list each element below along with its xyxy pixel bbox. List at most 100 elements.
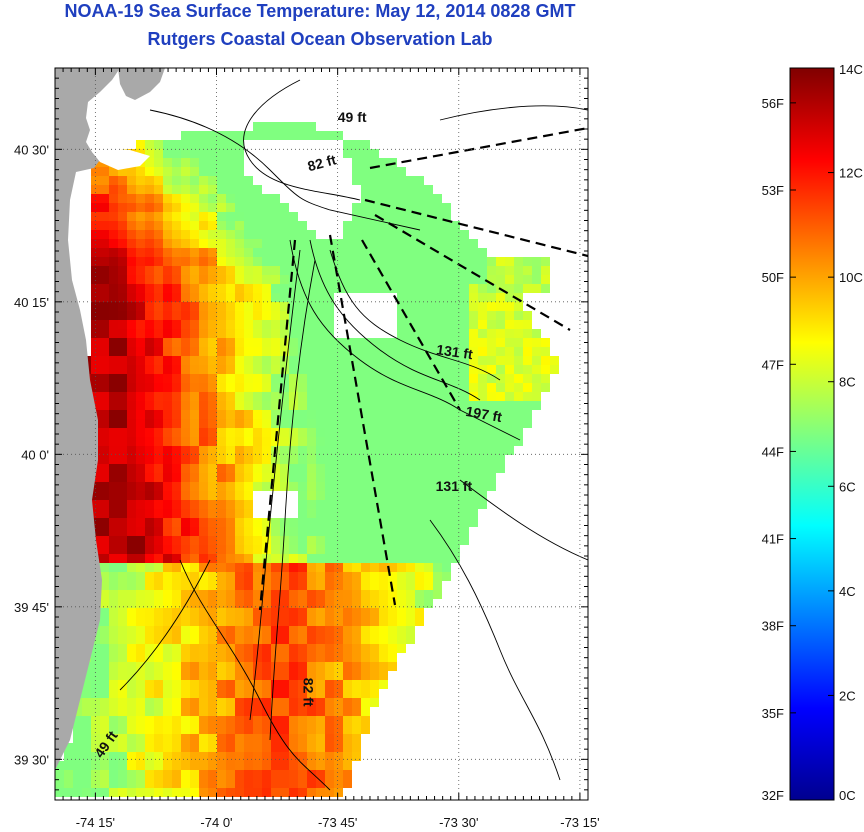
sst-pixel [235, 302, 244, 311]
sst-pixel [262, 473, 271, 482]
sst-pixel [343, 392, 352, 401]
sst-pixel [127, 230, 136, 239]
sst-pixel [82, 680, 91, 689]
sst-pixel [118, 518, 127, 527]
sst-pixel [217, 770, 226, 779]
sst-pixel [379, 653, 388, 662]
sst-pixel [325, 293, 334, 302]
sst-pixel [388, 248, 397, 257]
sst-pixel [253, 401, 262, 410]
sst-pixel [91, 221, 100, 230]
sst-pixel [163, 212, 172, 221]
sst-pixel [442, 545, 451, 554]
sst-pixel [316, 464, 325, 473]
sst-pixel [415, 554, 424, 563]
sst-pixel [208, 428, 217, 437]
sst-pixel [487, 347, 496, 356]
sst-pixel [190, 419, 199, 428]
sst-pixel [226, 680, 235, 689]
sst-pixel [424, 392, 433, 401]
sst-pixel [514, 266, 523, 275]
sst-pixel [289, 356, 298, 365]
sst-pixel [334, 698, 343, 707]
sst-pixel [244, 617, 253, 626]
sst-pixel [325, 248, 334, 257]
sst-pixel [208, 644, 217, 653]
sst-pixel [253, 554, 262, 563]
sst-pixel [406, 581, 415, 590]
sst-pixel [154, 626, 163, 635]
sst-pixel [253, 248, 262, 257]
sst-pixel [244, 356, 253, 365]
sst-pixel [181, 545, 190, 554]
sst-pixel [217, 464, 226, 473]
sst-pixel [343, 248, 352, 257]
sst-pixel [496, 311, 505, 320]
sst-pixel [127, 509, 136, 518]
sst-pixel [136, 356, 145, 365]
sst-pixel [370, 437, 379, 446]
sst-pixel [262, 320, 271, 329]
sst-pixel [145, 770, 154, 779]
sst-pixel [136, 230, 145, 239]
sst-pixel [127, 563, 136, 572]
sst-pixel [253, 320, 262, 329]
sst-pixel [154, 230, 163, 239]
sst-pixel [496, 329, 505, 338]
sst-pixel [505, 347, 514, 356]
sst-pixel [136, 338, 145, 347]
sst-pixel [172, 140, 181, 149]
sst-pixel [127, 437, 136, 446]
sst-pixel [289, 266, 298, 275]
sst-pixel [379, 554, 388, 563]
sst-pixel [406, 500, 415, 509]
sst-pixel [397, 464, 406, 473]
sst-pixel [82, 770, 91, 779]
sst-pixel [154, 293, 163, 302]
sst-pixel [145, 158, 154, 167]
sst-pixel [199, 176, 208, 185]
sst-pixel [370, 446, 379, 455]
sst-pixel [262, 770, 271, 779]
sst-pixel [217, 626, 226, 635]
sst-pixel [172, 788, 181, 797]
sst-pixel [190, 230, 199, 239]
sst-pixel [541, 347, 550, 356]
sst-pixel [514, 410, 523, 419]
sst-pixel [379, 671, 388, 680]
sst-pixel [298, 581, 307, 590]
sst-pixel [316, 671, 325, 680]
sst-pixel [109, 338, 118, 347]
sst-pixel [433, 392, 442, 401]
sst-pixel [370, 149, 379, 158]
sst-pixel [370, 644, 379, 653]
sst-pixel [415, 608, 424, 617]
sst-pixel [271, 329, 280, 338]
sst-pixel [199, 257, 208, 266]
sst-pixel [235, 410, 244, 419]
bathymetry-line [249, 249, 301, 721]
sst-pixel [262, 572, 271, 581]
sst-pixel [190, 239, 199, 248]
sst-pixel [145, 734, 154, 743]
sst-pixel [496, 419, 505, 428]
sst-pixel [352, 572, 361, 581]
sst-pixel [235, 734, 244, 743]
sst-pixel [361, 221, 370, 230]
sst-pixel [316, 482, 325, 491]
sst-pixel [397, 257, 406, 266]
sst-pixel [280, 239, 289, 248]
sst-pixel [208, 581, 217, 590]
sst-pixel [199, 239, 208, 248]
sst-pixel [424, 194, 433, 203]
sst-pixel [352, 608, 361, 617]
sst-pixel [118, 383, 127, 392]
sst-pixel [163, 734, 172, 743]
colorbar-f-label: 41F [762, 532, 784, 547]
sst-pixel [136, 635, 145, 644]
sst-pixel [145, 140, 154, 149]
sst-pixel [217, 518, 226, 527]
lon-tick-label: -73 45' [318, 815, 357, 830]
sst-pixel [199, 680, 208, 689]
sst-pixel [217, 590, 226, 599]
